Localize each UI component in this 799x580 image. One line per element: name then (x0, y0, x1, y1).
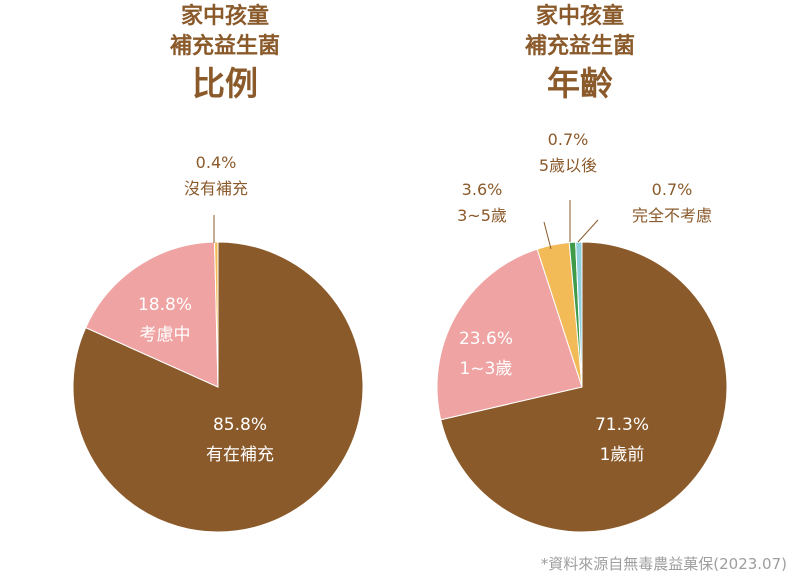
slice-value-label: 0.4% (196, 153, 237, 172)
chart-title-left: 家中孩童 補充益生菌 比例 (120, 2, 330, 106)
leader-line (543, 221, 552, 250)
slice-category-label: 沒有補充 (184, 179, 248, 198)
source-note: *資料來源自無毒農益菓保(2023.07) (540, 555, 787, 573)
slice-value-label: 71.3% (595, 415, 649, 435)
slice-category-label: 5歲以後 (539, 156, 597, 175)
title-line-2: 補充益生菌 (524, 34, 635, 59)
slice-value-label: 3.6% (462, 180, 503, 199)
slice-category-label: 1~3歲 (460, 359, 513, 379)
slice-category-label: 3~5歲 (457, 206, 507, 225)
chart-title-right: 家中孩童 補充益生菌 年齡 (475, 2, 685, 106)
slice-category-label: 1歲前 (600, 445, 645, 465)
slice-value-label: 85.8% (213, 415, 267, 435)
slice-value-label: 0.7% (652, 180, 693, 199)
pie-slice (214, 241, 219, 388)
slice-value-label: 0.7% (548, 130, 589, 149)
pie-slice (436, 248, 583, 421)
title-main: 年齡 (547, 64, 613, 103)
slice-category-label: 考慮中 (140, 325, 191, 345)
title-main: 比例 (192, 64, 258, 103)
pie-slice (440, 241, 728, 533)
slice-category-label: 完全不考慮 (632, 206, 712, 225)
leader-line (577, 219, 599, 243)
slice-category-label: 有在補充 (206, 445, 274, 465)
title-line-1: 家中孩童 (180, 4, 269, 29)
slice-value-label: 18.8% (138, 295, 192, 315)
title-line-1: 家中孩童 (535, 4, 624, 29)
slice-value-label: 23.6% (459, 329, 513, 349)
title-line-2: 補充益生菌 (169, 34, 280, 59)
pie-slice (575, 241, 583, 388)
pie-slice (85, 241, 219, 388)
